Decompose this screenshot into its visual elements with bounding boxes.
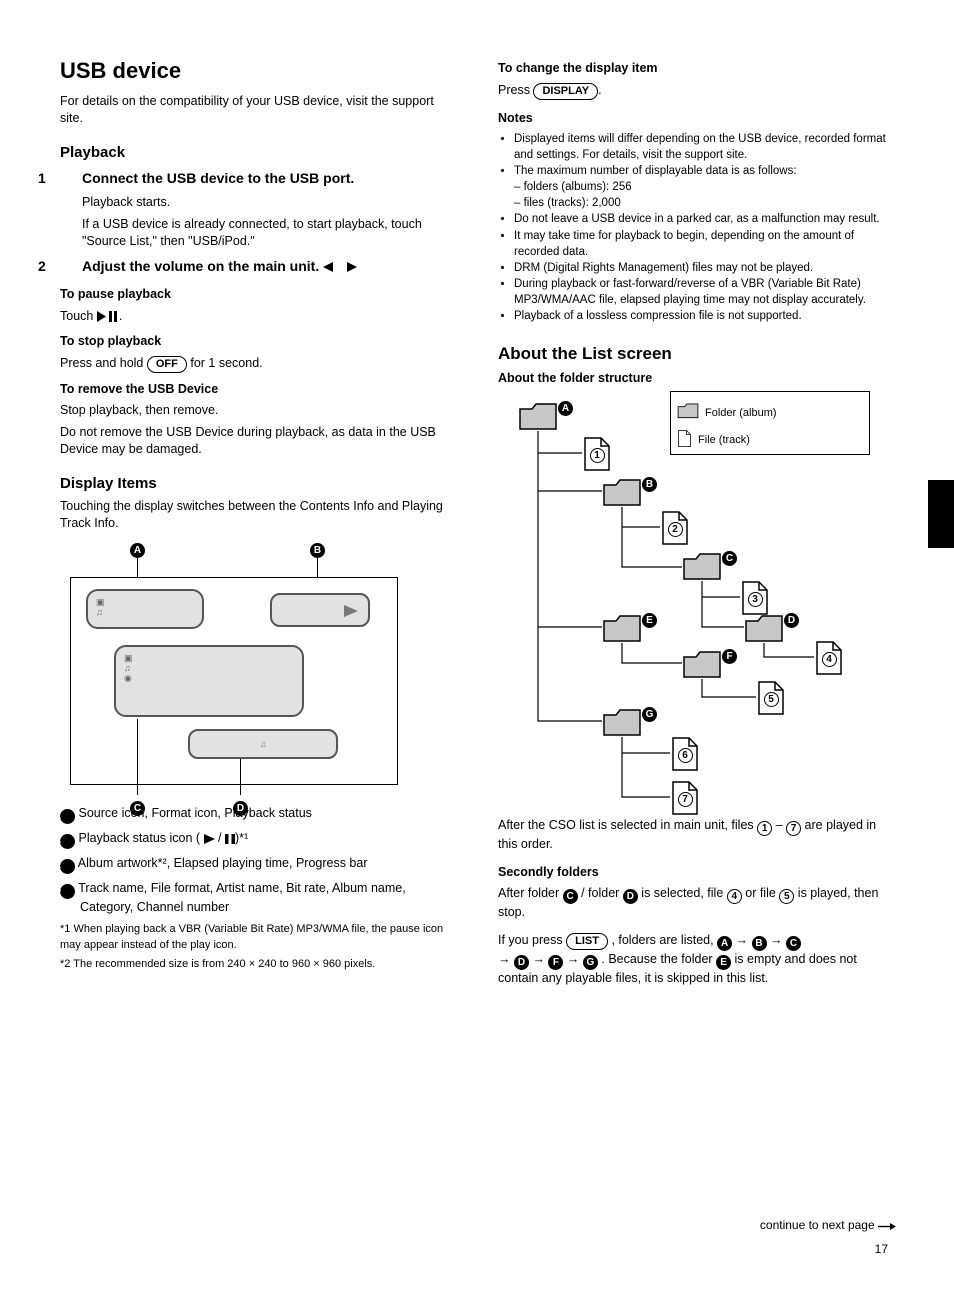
- marker-folder-D: D: [784, 613, 799, 628]
- music-note-icon: ♫: [260, 739, 267, 749]
- legend-file-row: File (track): [677, 429, 863, 453]
- stop-text1: Press and hold: [60, 356, 143, 370]
- marker-folder-G: G: [642, 707, 657, 722]
- right-column: To change the display item Press DISPLAY…: [498, 56, 898, 991]
- folder-E: [602, 613, 642, 643]
- marker-D: D: [233, 801, 248, 816]
- legend-D: D Track name, File format, Artist name, …: [60, 880, 460, 917]
- heading-display-items: Display Items: [60, 473, 460, 494]
- folder-B: [602, 477, 642, 507]
- note-item: During playback or fast-forward/reverse …: [514, 276, 898, 308]
- file-3: 3: [740, 579, 770, 617]
- note-item: Displayed items will differ depending on…: [514, 131, 898, 163]
- left-column: USB device For details on the compatibil…: [60, 56, 460, 977]
- heading-usb-device: USB device: [60, 56, 460, 87]
- pause-line: Touch .: [60, 308, 460, 326]
- note-item: It may take time for playback to begin, …: [514, 228, 898, 260]
- play-icon: [344, 605, 358, 617]
- note-item: The maximum number of displayable data i…: [514, 163, 898, 211]
- file-1: 1: [582, 435, 612, 473]
- remove-text: Stop playback, then remove.: [60, 402, 460, 420]
- display-button-pill: DISPLAY: [533, 83, 598, 100]
- note-item: DRM (Digital Rights Management) files ma…: [514, 260, 898, 276]
- pause-heading: To pause playback: [60, 286, 460, 304]
- left-right-arrows-icon: [323, 261, 357, 273]
- step-2: 2Adjust the volume on the main unit.: [60, 257, 460, 277]
- heading-about-list: About the List screen: [498, 342, 898, 366]
- file-4: 4: [814, 639, 844, 677]
- secondly-heading: Secondly folders: [498, 864, 898, 882]
- off-button-pill: OFF: [147, 356, 187, 373]
- stop-line: Press and hold OFF for 1 second.: [60, 355, 460, 373]
- footnote-2: *2 The recommended size is from 240 × 24…: [60, 957, 460, 972]
- folder-C: [682, 551, 722, 581]
- tree-legend: Folder (album) File (track): [670, 391, 870, 455]
- change-display-line: Press DISPLAY.: [498, 82, 898, 100]
- play-icon: [204, 834, 215, 844]
- pause-icon: [225, 834, 235, 844]
- secondly-line: After folder C / folder D is selected, f…: [498, 885, 898, 922]
- after-tree-line: After the CSO list is selected in main u…: [498, 817, 898, 854]
- step-2-text: Adjust the volume on the main unit.: [82, 258, 319, 274]
- footnote-1: *1 When playing back a VBR (Variable Bit…: [60, 922, 460, 953]
- bubble-A-icons: ▣♫: [96, 597, 105, 617]
- legend-folder-row: Folder (album): [677, 402, 863, 424]
- folder-icon: [677, 402, 699, 424]
- marker-folder-E: E: [642, 613, 657, 628]
- note-item: Do not leave a USB device in a parked ca…: [514, 211, 898, 227]
- file-7: 7: [670, 779, 700, 817]
- section-tab: [928, 480, 954, 548]
- list-press-line: If you press LIST , folders are listed, …: [498, 932, 898, 988]
- step-1-sub1: Playback starts.: [60, 194, 460, 212]
- display-tap-text: Touching the display switches between th…: [60, 498, 460, 533]
- folder-G: [602, 707, 642, 737]
- remove-heading: To remove the USB Device: [60, 381, 460, 399]
- bubble-B: [270, 593, 370, 627]
- file-6: 6: [670, 735, 700, 773]
- display-items-legend: A Source icon, Format icon, Playback sta…: [60, 805, 460, 917]
- page-number: 17: [875, 1241, 888, 1258]
- bubble-C-icons: ▣♫◉: [124, 653, 133, 683]
- heading-playback: Playback: [60, 142, 460, 163]
- play-pause-icon: [97, 311, 119, 322]
- legend-A: A Source icon, Format icon, Playback sta…: [60, 805, 460, 824]
- remove-text2: Do not remove the USB Device during play…: [60, 424, 460, 459]
- stop-text2: for 1 second.: [190, 356, 262, 370]
- notes-heading: Notes: [498, 110, 898, 128]
- arrow-right-icon: [878, 1222, 896, 1231]
- file-2: 2: [660, 509, 690, 547]
- bubble-A: ▣♫: [86, 589, 204, 629]
- stop-heading: To stop playback: [60, 333, 460, 351]
- notes-list: Displayed items will differ depending on…: [498, 131, 898, 324]
- folder-D: [744, 613, 784, 643]
- file-5: 5: [756, 679, 786, 717]
- marker-folder-A: A: [558, 401, 573, 416]
- folder-A: [518, 401, 558, 431]
- legend-B: B Playback status icon ( / )*¹: [60, 830, 460, 849]
- display-panel-figure: A B ▣♫ ▣♫◉ ♫ C D: [70, 539, 400, 799]
- step-1-text: Connect the USB device to the USB port.: [82, 170, 354, 186]
- marker-folder-F: F: [722, 649, 737, 664]
- step-1: 1Connect the USB device to the USB port.: [60, 169, 460, 189]
- change-display-heading: To change the display item: [498, 60, 898, 78]
- heading-folder-structure: About the folder structure: [498, 370, 898, 388]
- legend-C: C Album artwork*², Elapsed playing time,…: [60, 855, 460, 874]
- step-1-sub2: If a USB device is already connected, to…: [60, 216, 460, 251]
- marker-C: C: [130, 801, 145, 816]
- pause-text: Touch: [60, 309, 93, 323]
- continue-hint: continue to next page: [760, 1217, 896, 1234]
- step-2-num: 2: [60, 257, 82, 277]
- folder-tree-figure: Folder (album) File (track) A B C D E F: [498, 391, 898, 811]
- file-icon: [677, 429, 692, 453]
- marker-folder-C: C: [722, 551, 737, 566]
- step-1-num: 1: [60, 169, 82, 189]
- bubble-C: ▣♫◉: [114, 645, 304, 717]
- folder-F: [682, 649, 722, 679]
- marker-folder-B: B: [642, 477, 657, 492]
- intro-para: For details on the compatibility of your…: [60, 93, 460, 128]
- list-button-pill: LIST: [566, 933, 608, 950]
- bubble-D: ♫: [188, 729, 338, 759]
- note-item: Playback of a lossless compression file …: [514, 308, 898, 324]
